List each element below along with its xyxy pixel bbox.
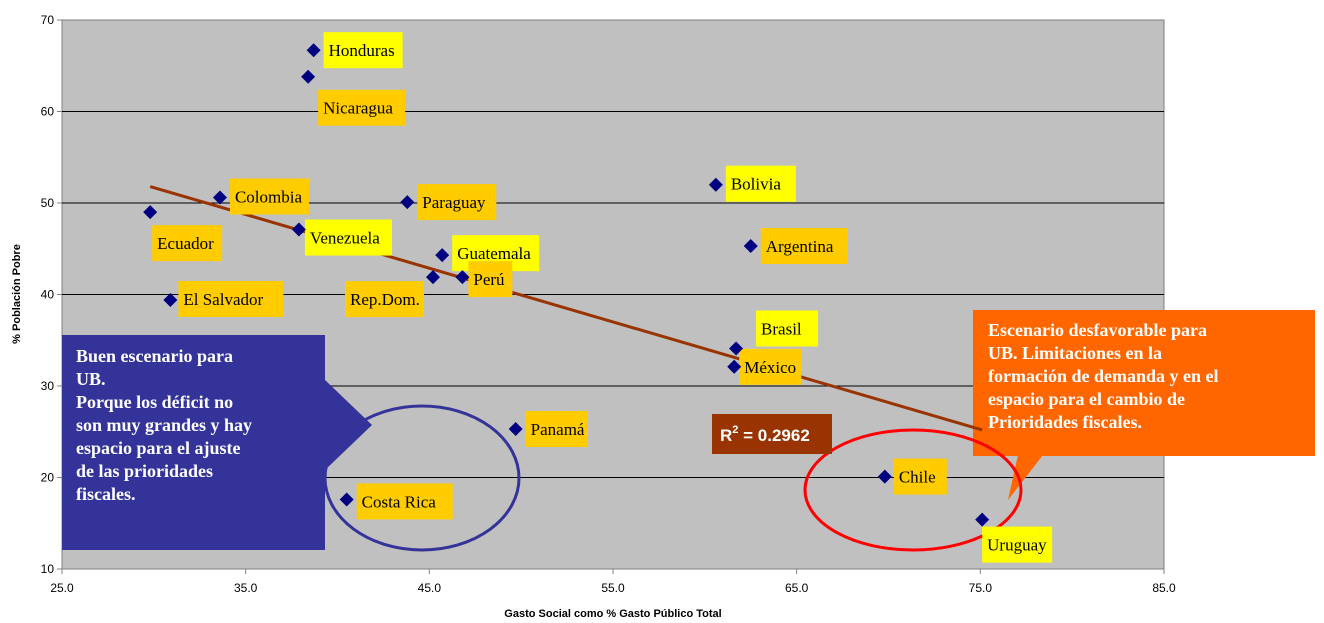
point-label-bg [356, 483, 453, 520]
callout-box-favorable [62, 335, 325, 550]
point-label-bg [323, 32, 403, 69]
trendline [149, 185, 983, 432]
point-label: México [744, 358, 796, 377]
x-tick-label: 85.0 [1152, 581, 1176, 595]
data-point [212, 190, 227, 205]
point-label: Costa Rica [362, 492, 437, 511]
point-label-bg [893, 458, 947, 495]
data-point [306, 43, 321, 58]
point-label: Brasil [761, 319, 802, 338]
x-tick-label: 35.0 [234, 581, 258, 595]
callout-favorable-line: espacio para el ajuste [76, 438, 240, 458]
point-label: Rep.Dom. [350, 290, 420, 309]
data-point [727, 359, 742, 374]
point-label: Argentina [766, 237, 834, 256]
data-point [426, 270, 441, 285]
data-point [708, 177, 723, 192]
data-point [339, 492, 354, 507]
callout-box-unfavorable [973, 310, 1315, 456]
data-point [291, 222, 306, 237]
x-tick-label: 25.0 [50, 581, 74, 595]
data-point [163, 292, 178, 307]
point-label-bg [178, 280, 284, 317]
point-label: Guatemala [457, 244, 531, 263]
x-tick-label: 65.0 [785, 581, 809, 595]
x-axis-title: Gasto Social como % Gasto Público Total [504, 608, 721, 620]
y-tick-label: 10 [41, 562, 55, 576]
y-tick-label: 20 [41, 471, 55, 485]
point-label-bg [725, 165, 796, 202]
x-axis-ticks: 25.0 35.0 45.0 55.0 65.0 75.0 85.0 [50, 569, 1176, 595]
data-point [508, 422, 523, 437]
callout-favorable-line: fiscales. [76, 484, 135, 504]
point-label-bg [152, 225, 223, 262]
point-label: El Salvador [183, 290, 263, 309]
point-label: Paraguay [422, 193, 486, 212]
point-label: Venezuela [310, 229, 380, 248]
point-label-bg [229, 178, 309, 215]
r-squared-label: R2 = 0.2962 [720, 424, 810, 445]
y-tick-label: 30 [41, 379, 55, 393]
data-point [301, 69, 316, 84]
callout-pointer-unfavorable [1008, 446, 1050, 500]
x-tick-label: 55.0 [601, 581, 625, 595]
callout-pointer-favorable [325, 380, 372, 470]
data-point [143, 205, 158, 220]
point-label: Nicaragua [323, 99, 393, 118]
point-label: Uruguay [987, 536, 1047, 555]
point-label: Colombia [235, 188, 303, 207]
x-tick-label: 75.0 [969, 581, 993, 595]
r-squared-box [712, 414, 832, 454]
point-labels: Honduras Nicaragua Bolivia Colombia Paraguay… [152, 32, 1053, 563]
y-axis-ticks: 10 20 30 40 50 60 70 [41, 13, 62, 576]
point-label: Perú [473, 270, 505, 289]
data-point [877, 469, 892, 484]
point-label: Bolivia [731, 175, 782, 194]
point-label-bg [417, 184, 497, 221]
y-axis-title: % Población Pobre [11, 244, 23, 344]
point-label-bg [468, 261, 513, 298]
point-label-bg [739, 348, 802, 385]
callout-text-favorable: Buen escenario para UB. Porque los défic… [76, 346, 252, 504]
point-label-bg [525, 411, 588, 448]
callout-favorable-line: son muy grandes y hay [76, 415, 252, 435]
data-point [729, 341, 744, 356]
point-label-bg [760, 228, 848, 265]
callout-text-unfavorable: Escenario desfavorable para UB. Limitaci… [988, 320, 1218, 432]
y-tick-label: 40 [41, 288, 55, 302]
point-label: Honduras [329, 41, 395, 60]
callout-unfavorable-line: UB. Limitaciones en la [988, 343, 1162, 363]
callout-unfavorable-line: espacio para el cambio de [988, 389, 1185, 409]
data-point [975, 512, 990, 527]
data-point [400, 195, 415, 210]
point-label: Chile [899, 468, 936, 487]
data-point [743, 239, 758, 254]
point-label-bg [982, 526, 1053, 563]
data-points [143, 43, 990, 527]
callout-unfavorable-line: Prioridades fiscales. [988, 412, 1142, 432]
y-tick-label: 70 [41, 13, 55, 27]
point-label: Panamá [531, 420, 585, 439]
data-point [435, 248, 450, 263]
callout-favorable-line: Buen escenario para [76, 346, 233, 366]
callout-unfavorable-line: formación de demanda y en el [988, 366, 1218, 386]
y-tick-label: 60 [41, 105, 55, 119]
point-label-bg [304, 219, 392, 256]
point-label-bg [318, 89, 406, 126]
point-label: Ecuador [157, 234, 214, 253]
data-point [455, 270, 470, 285]
point-label-bg [756, 310, 819, 347]
x-tick-label: 45.0 [418, 581, 442, 595]
callout-favorable-line: UB. [76, 369, 106, 389]
point-label-bg [345, 281, 425, 318]
y-tick-label: 50 [41, 196, 55, 210]
callout-favorable-line: Porque los déficit no [76, 392, 233, 412]
callout-favorable-line: de las prioridades [76, 461, 213, 481]
unfavorable-ellipse [803, 428, 1023, 552]
callout-unfavorable-line: Escenario desfavorable para [988, 320, 1207, 340]
